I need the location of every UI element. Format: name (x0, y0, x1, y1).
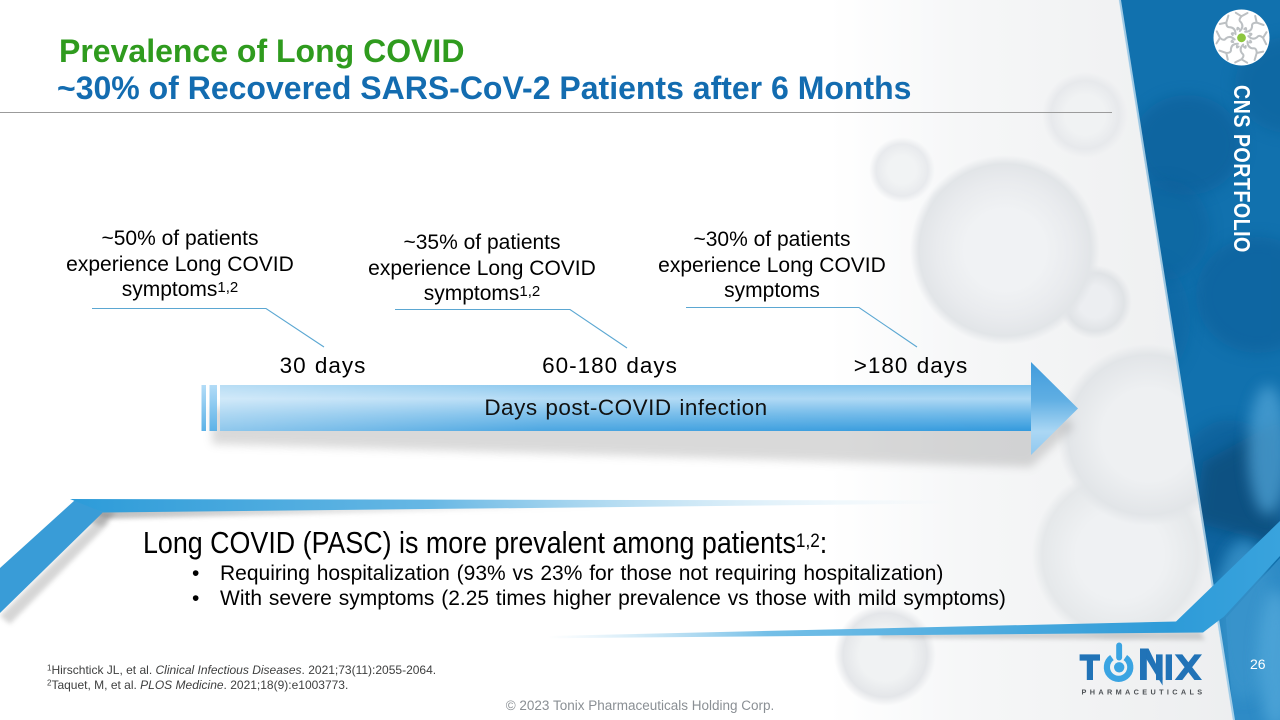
svg-text:PHARMACEUTICALS: PHARMACEUTICALS (1082, 688, 1206, 697)
